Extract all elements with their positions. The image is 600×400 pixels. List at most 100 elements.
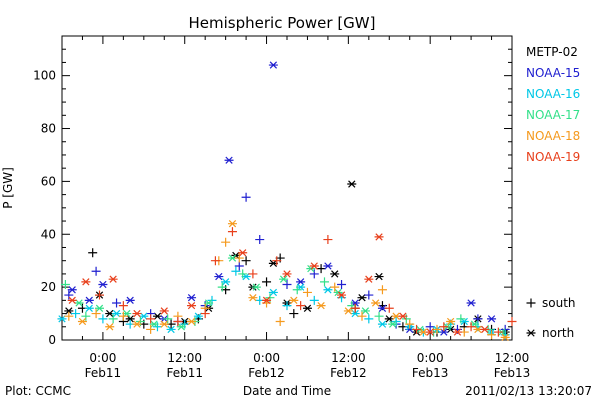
north-point-noaa-19 <box>309 262 319 270</box>
south-point-noaa-19 <box>210 256 220 266</box>
data-points <box>57 61 517 342</box>
north-point-noaa-18 <box>105 323 115 331</box>
north-point-noaa-16 <box>323 286 333 294</box>
south-point-noaa-19 <box>118 301 128 311</box>
x-tick-label-date: Feb13 <box>412 366 449 380</box>
north-point-noaa-15 <box>125 296 135 305</box>
north-point-noaa-17 <box>149 320 159 328</box>
north-point-noaa-17 <box>388 320 398 328</box>
legend-item-metp-02: METP-02 <box>526 45 578 59</box>
north-point-noaa-19 <box>398 312 408 320</box>
south-point-noaa-18 <box>91 309 101 319</box>
south-point-noaa-15 <box>241 192 251 202</box>
axis-ticks <box>62 35 513 341</box>
north-point-metp-02 <box>125 315 135 323</box>
north-point-noaa-18 <box>77 317 87 326</box>
north-point-metp-02 <box>347 180 357 188</box>
north-point-noaa-16 <box>350 309 360 318</box>
legend-item-noaa-19: NOAA-19 <box>526 150 580 164</box>
north-point-metp-02 <box>330 270 340 278</box>
north-point-noaa-15 <box>98 280 108 289</box>
north-point-noaa-19 <box>132 309 142 318</box>
north-point-noaa-18 <box>227 220 237 228</box>
south-point-metp-02 <box>88 248 98 258</box>
north-point-noaa-18 <box>371 299 381 307</box>
y-tick-label: 80 <box>41 122 56 136</box>
x-tick-label-date: Feb12 <box>248 366 285 380</box>
north-point-noaa-15 <box>214 272 224 281</box>
south-point-noaa-15 <box>282 279 292 289</box>
south-point-noaa-19 <box>439 322 449 332</box>
south-point-noaa-15 <box>473 314 483 324</box>
south-point-noaa-17 <box>163 314 173 324</box>
north-point-noaa-17 <box>95 304 104 312</box>
x-tick-label-date: Feb11 <box>166 366 203 380</box>
south-point-noaa-15 <box>234 261 244 271</box>
south-point-noaa-17 <box>238 269 248 279</box>
south-point-noaa-18 <box>146 324 156 334</box>
x-tick-label-date: Feb12 <box>330 366 367 380</box>
south-point-noaa-19 <box>466 322 476 332</box>
north-point-noaa-18 <box>187 317 197 326</box>
y-tick-label: 20 <box>41 280 56 294</box>
north-point-noaa-18 <box>446 317 456 326</box>
south-point-noaa-15 <box>425 322 435 332</box>
north-point-noaa-17 <box>74 299 84 307</box>
south-point-noaa-18 <box>221 237 231 247</box>
south-point-noaa-16 <box>231 266 241 276</box>
marker-legend-south: south <box>526 296 576 310</box>
north-point-noaa-19 <box>282 270 292 278</box>
south-point-noaa-18 <box>118 311 128 321</box>
south-point-noaa-19 <box>173 316 183 326</box>
north-point-noaa-19 <box>425 328 435 336</box>
x-tick-label-date: Feb11 <box>85 366 122 380</box>
north-point-noaa-19 <box>187 301 197 310</box>
north-point-noaa-19 <box>238 249 248 257</box>
x-tick-labels: 0:00Feb1112:00Feb110:00Feb1212:00Feb120:… <box>85 351 531 380</box>
south-point-noaa-18 <box>234 253 244 263</box>
south-point-noaa-19 <box>350 303 360 313</box>
south-point-noaa-17 <box>217 282 227 292</box>
south-point-noaa-15 <box>309 269 319 279</box>
north-point-noaa-15 <box>84 296 94 305</box>
south-point-noaa-18 <box>377 285 387 295</box>
north-point-noaa-16 <box>112 309 122 318</box>
footer-timestamp: 2011/02/13 13:20:07 <box>465 384 592 398</box>
north-point-noaa-19 <box>337 291 347 299</box>
south-point-noaa-18 <box>275 316 285 326</box>
north-point-noaa-19 <box>452 328 462 336</box>
south-point-noaa-15 <box>255 235 265 245</box>
north-point-metp-02 <box>302 304 312 312</box>
south-point-noaa-18 <box>357 311 367 321</box>
south-point-noaa-19 <box>323 235 333 245</box>
south-point-noaa-19 <box>493 327 503 337</box>
y-axis-label: P [GW] <box>1 167 15 209</box>
north-point-noaa-15 <box>466 299 476 307</box>
south-point-noaa-19 <box>384 303 394 313</box>
south-point-noaa-19 <box>248 269 258 279</box>
north-point-metp-02 <box>64 307 74 315</box>
north-point-noaa-18 <box>248 294 258 302</box>
south-point-noaa-18 <box>302 287 312 297</box>
north-point-noaa-16 <box>377 320 387 328</box>
south-point-noaa-17 <box>60 279 70 289</box>
north-point-noaa-19 <box>159 307 169 315</box>
south-point-noaa-19 <box>200 309 210 319</box>
south-point-noaa-16 <box>71 309 81 319</box>
south-point-noaa-16 <box>364 314 374 324</box>
north-point-metp-02 <box>357 294 367 302</box>
south-point-noaa-17 <box>81 311 91 321</box>
north-point-noaa-16 <box>268 288 278 297</box>
x-tick-label-time: 0:00 <box>417 351 444 365</box>
south-point-noaa-15 <box>64 290 74 300</box>
x-tick-label-time: 12:00 <box>167 351 202 365</box>
south-point-noaa-18 <box>330 282 340 292</box>
y-tick-label: 100 <box>33 69 56 83</box>
y-tick-label: 40 <box>41 227 56 241</box>
south-point-noaa-15 <box>337 279 347 289</box>
north-point-noaa-15 <box>487 315 497 323</box>
north-point-metp-02 <box>152 312 162 320</box>
north-point-noaa-18 <box>500 333 510 342</box>
north-point-noaa-18 <box>159 320 169 328</box>
